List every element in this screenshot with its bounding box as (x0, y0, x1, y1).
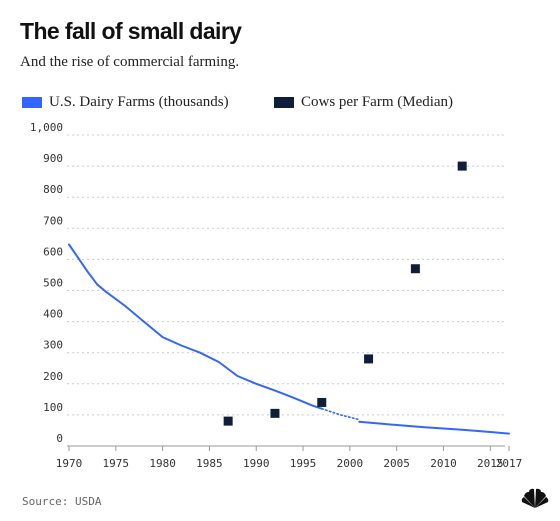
chart-subtitle: And the rise of commercial farming. (20, 54, 240, 70)
x-tick: 2017 (496, 457, 523, 470)
x-tick-label: 1990 (243, 457, 270, 470)
y-tick-label: 700 (43, 214, 63, 227)
y-tick: 700 (43, 214, 63, 227)
series-group (68, 161, 510, 435)
y-tick-label: 0 (56, 432, 63, 445)
x-axis: 1970 1975 1980 1985 1990 1995 2000 2005 2010 2015… (56, 446, 523, 470)
y-tick: 900 (43, 152, 63, 165)
y-tick: 200 (43, 370, 63, 383)
y-tick-label: 200 (43, 370, 63, 383)
x-tick-label: 2000 (337, 457, 364, 470)
x-tick-label: 1980 (149, 457, 176, 470)
grid-lines (67, 134, 505, 447)
x-tick: 2000 (337, 457, 364, 470)
x-tick: 1975 (103, 457, 130, 470)
legend-swatch-cows (274, 97, 294, 108)
y-tick: 100 (43, 401, 63, 414)
x-tick: 2010 (430, 457, 457, 470)
x-tick-label: 1995 (290, 457, 317, 470)
x-tick-label: 1985 (196, 457, 223, 470)
x-tick: 1990 (243, 457, 270, 470)
legend-item-cows: Cows per Farm (Median) (274, 94, 453, 111)
dairy-farms-line (68, 243, 323, 410)
y-axis: 0 100 200 300 400 500 600 700 800 900 1,000 (30, 121, 63, 445)
y-tick: 1,000 (30, 121, 63, 134)
y-tick: 0 (56, 432, 63, 445)
y-tick: 300 (43, 339, 63, 352)
x-tick: 2015 (477, 457, 504, 470)
series-cows-per-farm (223, 161, 467, 426)
y-tick-label: 600 (43, 245, 63, 258)
source-note: Source: USDA (22, 495, 102, 508)
legend-label-cows: Cows per Farm (Median) (301, 94, 454, 110)
x-tick-label: 2005 (383, 457, 410, 470)
cows-per-farm-point (317, 397, 327, 407)
legend-item-farms: U.S. Dairy Farms (thousands) (22, 94, 229, 111)
cows-per-farm-point (364, 354, 374, 364)
y-tick-label: 400 (43, 308, 63, 321)
y-tick: 400 (43, 308, 63, 321)
legend-label-farms: U.S. Dairy Farms (thousands) (49, 94, 229, 110)
y-tick-label: 100 (43, 401, 63, 414)
y-tick: 800 (43, 183, 63, 196)
y-tick-label: 1,000 (30, 121, 63, 134)
cows-per-farm-point (410, 264, 420, 274)
y-tick-label: 300 (43, 339, 63, 352)
y-tick-label: 800 (43, 183, 63, 196)
x-tick: 1995 (290, 457, 317, 470)
cows-per-farm-point (223, 416, 233, 426)
chart-title: The fall of small dairy (20, 18, 242, 44)
cows-per-farm-point (457, 161, 467, 171)
x-tick: 2005 (383, 457, 410, 470)
y-tick-label: 900 (43, 152, 63, 165)
y-tick: 600 (43, 245, 63, 258)
x-tick: 1980 (149, 457, 176, 470)
dairy-farms-line-estimate (320, 407, 361, 421)
x-tick: 1985 (196, 457, 223, 470)
x-tick-label: 2010 (430, 457, 457, 470)
x-tick: 1970 (56, 457, 83, 470)
y-tick: 500 (43, 277, 63, 290)
y-tick-label: 500 (43, 277, 63, 290)
cows-per-farm-point (270, 408, 280, 418)
legend-swatch-farms (22, 97, 42, 108)
peacock-logo-icon (521, 488, 549, 508)
x-tick-label: 1975 (103, 457, 130, 470)
chart-legend: U.S. Dairy Farms (thousands) Cows per Fa… (22, 94, 560, 114)
x-tick-label: 2015 (477, 457, 504, 470)
x-tick-label: 1970 (56, 457, 83, 470)
x-tick-label: 2017 (496, 457, 523, 470)
dairy-farms-line (358, 420, 510, 435)
